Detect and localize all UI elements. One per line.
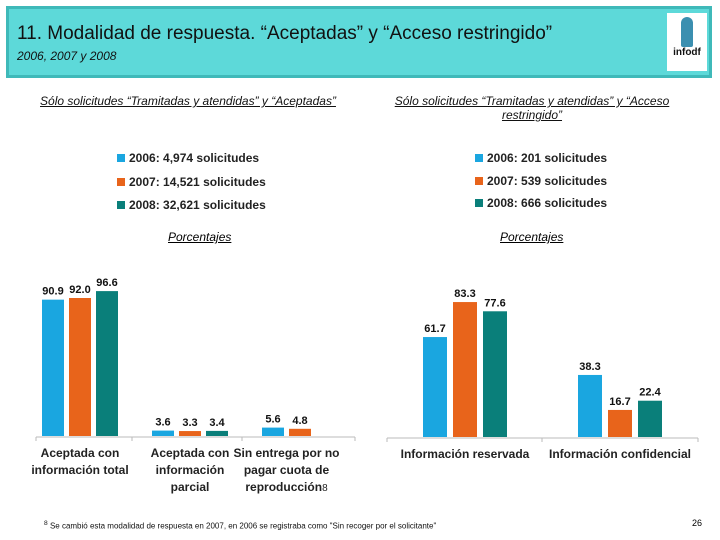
bar-2007: [608, 409, 632, 437]
bar-2007: [453, 302, 477, 437]
bar-2008: [483, 311, 507, 437]
left-chart-title: Sólo solicitudes “Tramitadas y atendidas…: [40, 94, 336, 108]
legend-swatch: [475, 154, 483, 162]
legend-label: 2006: 201 solicitudes: [487, 151, 608, 165]
bar-2008: [206, 430, 228, 436]
legend-swatch: [117, 201, 125, 209]
bar-2007: [69, 298, 91, 436]
infodf-logo: infodf: [667, 13, 707, 71]
footnote: 8 Se cambió esta modalidad de respuesta …: [44, 520, 436, 531]
legend-item: 2006: 201 solicitudes: [475, 151, 607, 165]
data-label: 5.6: [265, 414, 280, 426]
category-label: Aceptada con: [41, 446, 120, 460]
data-label: 90.9: [42, 286, 63, 298]
legend-swatch: [475, 177, 483, 185]
bar-2006: [42, 299, 64, 436]
category-label: pagar cuota de: [244, 463, 330, 477]
legend-item: 2008: 666 solicitudes: [475, 196, 607, 210]
bar-2008: [638, 400, 662, 437]
data-label: 3.4: [209, 417, 225, 429]
legend-item: 2007: 14,521 solicitudes: [117, 175, 266, 189]
data-label: 16.7: [609, 396, 630, 408]
footnote-text: Se cambió esta modalidad de respuesta en…: [49, 521, 437, 531]
data-label: 3.6: [155, 417, 170, 429]
legend-item: 2006: 4,974 solicitudes: [117, 151, 259, 165]
bar-2007: [179, 431, 201, 436]
data-label: 96.6: [96, 277, 117, 289]
category-label: Información reservada: [401, 447, 530, 461]
bar-2008: [96, 291, 118, 436]
category-label: Información confidencial: [549, 447, 691, 461]
category-label: información: [156, 463, 225, 477]
legend-label: 2008: 32,621 solicitudes: [129, 198, 266, 212]
bar-2007: [289, 428, 311, 436]
page-subtitle: 2006, 2007 y 2008: [17, 49, 117, 63]
data-label: 83.3: [454, 288, 475, 300]
legend-swatch: [475, 199, 483, 207]
right-chart-ylabel: Porcentajes: [500, 230, 564, 244]
bar-2006: [423, 337, 447, 437]
category-label: información total: [31, 463, 128, 477]
category-label: Aceptada con: [151, 446, 230, 460]
logo-text: infodf: [673, 47, 701, 58]
legend-label: 2008: 666 solicitudes: [487, 196, 608, 210]
category-label: Sin entrega por no: [233, 446, 339, 460]
data-label: 3.3: [182, 417, 197, 429]
page-title: 11. Modalidad de respuesta. “Aceptadas” …: [17, 23, 553, 44]
legend-item: 2008: 32,621 solicitudes: [117, 198, 266, 212]
data-label: 61.7: [424, 323, 445, 335]
left-chart-ylabel: Porcentajes: [168, 230, 232, 244]
data-label: 38.3: [579, 361, 600, 373]
right-chart-title: Sólo solicitudes “Tramitadas y atendidas…: [394, 94, 670, 122]
page-number: 26: [692, 518, 703, 528]
bar-2006: [262, 427, 284, 436]
header-banner: 11. Modalidad de respuesta. “Aceptadas” …: [6, 6, 712, 78]
footnote-mark: 8: [44, 520, 48, 527]
category-label: reproducción8: [245, 480, 328, 494]
legend-swatch: [117, 154, 125, 162]
logo-map-icon: [681, 17, 693, 47]
legend-swatch: [117, 178, 125, 186]
legend-label: 2007: 539 solicitudes: [487, 174, 608, 188]
legend-label: 2006: 4,974 solicitudes: [129, 151, 260, 165]
data-label: 77.6: [484, 297, 505, 309]
legend-item: 2007: 539 solicitudes: [475, 174, 607, 188]
data-label: 92.0: [69, 284, 90, 296]
bar-2006: [152, 430, 174, 436]
category-label: parcial: [171, 480, 210, 494]
bar-2006: [578, 374, 602, 437]
legend-label: 2007: 14,521 solicitudes: [129, 175, 266, 189]
data-label: 22.4: [639, 387, 661, 399]
data-label: 4.8: [292, 415, 307, 427]
